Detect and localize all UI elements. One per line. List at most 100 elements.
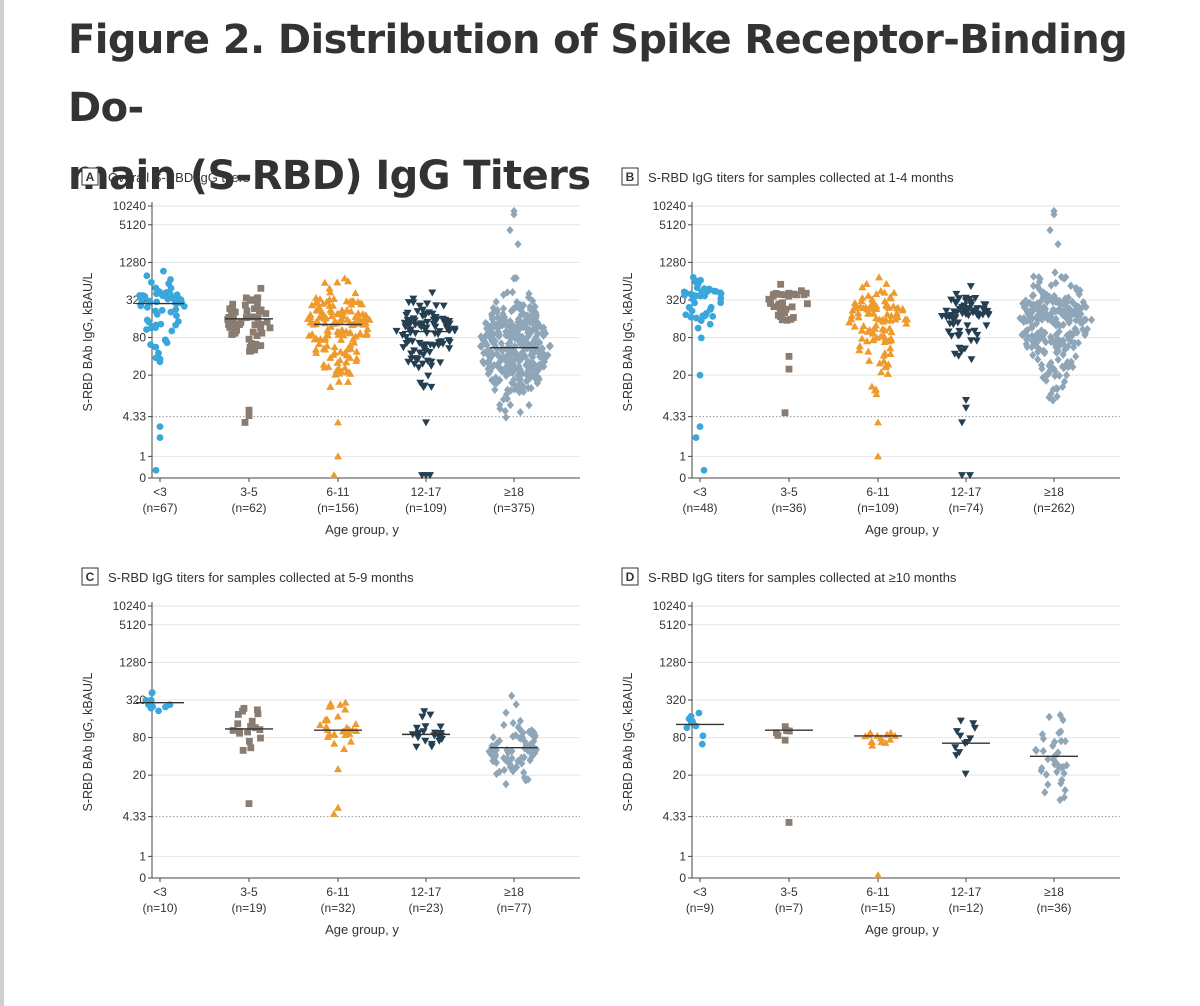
data-point <box>1049 396 1057 405</box>
data-point <box>257 321 265 328</box>
y-tick-label: 80 <box>133 731 147 745</box>
data-point <box>412 743 421 751</box>
data-point <box>257 342 265 349</box>
data-point <box>868 327 877 335</box>
data-point <box>537 352 545 362</box>
data-point <box>886 334 895 342</box>
data-point <box>872 314 881 322</box>
data-point <box>1062 761 1071 770</box>
data-point <box>1045 393 1053 402</box>
data-point <box>329 294 338 302</box>
y-tick-label: 1 <box>679 449 686 463</box>
data-point <box>242 294 250 302</box>
data-point <box>435 737 444 745</box>
y-axis-label: S-RBD BAb IgG, kBAU/L <box>621 672 635 811</box>
data-point <box>349 296 358 304</box>
data-point <box>229 727 237 734</box>
data-point <box>1034 355 1042 364</box>
y-tick-label: 320 <box>666 693 686 707</box>
data-point <box>777 280 785 288</box>
data-point <box>502 779 510 789</box>
data-point <box>326 322 335 330</box>
data-point <box>1051 367 1059 376</box>
data-point <box>418 713 427 721</box>
data-point <box>495 767 503 777</box>
data-point <box>879 331 888 339</box>
y-tick-label: 20 <box>133 368 147 382</box>
data-point <box>944 328 953 336</box>
data-point <box>509 305 517 315</box>
data-point <box>1060 377 1069 386</box>
data-point <box>341 705 350 713</box>
data-point <box>336 700 345 708</box>
data-point <box>1066 329 1074 338</box>
data-point <box>247 723 254 730</box>
data-point <box>326 383 335 391</box>
data-point <box>497 319 505 329</box>
data-point <box>313 306 322 314</box>
data-point <box>245 737 253 745</box>
data-point <box>892 313 901 321</box>
data-point <box>511 364 519 373</box>
data-point <box>323 341 332 349</box>
x-tick-n-label: (n=19) <box>231 901 266 915</box>
data-point <box>507 347 515 356</box>
data-point <box>1060 793 1068 802</box>
data-point <box>982 322 991 330</box>
data-point-outlier <box>334 803 342 811</box>
data-point <box>1042 770 1050 779</box>
y-tick-label: 1 <box>139 449 146 463</box>
data-point <box>1072 352 1080 361</box>
data-point <box>143 272 151 280</box>
x-tick-label: ≥18 <box>1044 885 1064 899</box>
group-points-3 <box>937 283 993 480</box>
data-point <box>247 340 255 347</box>
data-point <box>246 296 254 304</box>
data-point <box>953 319 962 327</box>
data-point <box>712 287 720 295</box>
data-point <box>885 324 894 332</box>
group-points-3 <box>951 717 979 778</box>
group-points-0 <box>136 267 188 474</box>
x-tick-label: <3 <box>153 485 167 499</box>
y-tick-label: 1 <box>139 849 146 863</box>
data-point <box>1044 780 1052 789</box>
data-point-outlier <box>330 809 338 817</box>
data-point <box>502 357 511 367</box>
data-point <box>516 318 525 328</box>
data-point <box>254 314 262 322</box>
data-point <box>344 377 353 385</box>
data-point <box>339 331 348 339</box>
data-point <box>963 322 972 330</box>
data-point <box>312 348 321 356</box>
data-point <box>856 302 865 310</box>
group-points-4 <box>1016 206 1096 405</box>
x-tick-label: ≥18 <box>504 485 524 499</box>
data-point <box>143 316 151 324</box>
data-point <box>858 334 867 342</box>
data-point <box>340 349 349 357</box>
data-point <box>515 331 523 340</box>
data-point <box>538 344 546 354</box>
data-point <box>513 335 521 344</box>
data-point-outlier <box>245 412 253 420</box>
data-point <box>1052 759 1061 768</box>
data-point <box>1071 324 1079 333</box>
x-tick-n-label: (n=7) <box>775 901 803 915</box>
data-point <box>488 322 496 331</box>
data-point <box>870 300 879 308</box>
data-point <box>490 361 498 370</box>
data-point <box>322 297 331 305</box>
data-point-outlier <box>874 418 882 426</box>
data-point <box>486 360 494 369</box>
data-point <box>315 339 324 347</box>
data-point <box>902 319 911 327</box>
data-point <box>495 352 503 361</box>
data-point <box>489 733 497 742</box>
data-point-outlier <box>781 409 789 417</box>
group-points-4 <box>1031 710 1071 805</box>
data-point <box>950 350 959 358</box>
data-point <box>436 723 445 731</box>
data-point <box>337 335 346 343</box>
data-point-outlier <box>245 800 253 808</box>
